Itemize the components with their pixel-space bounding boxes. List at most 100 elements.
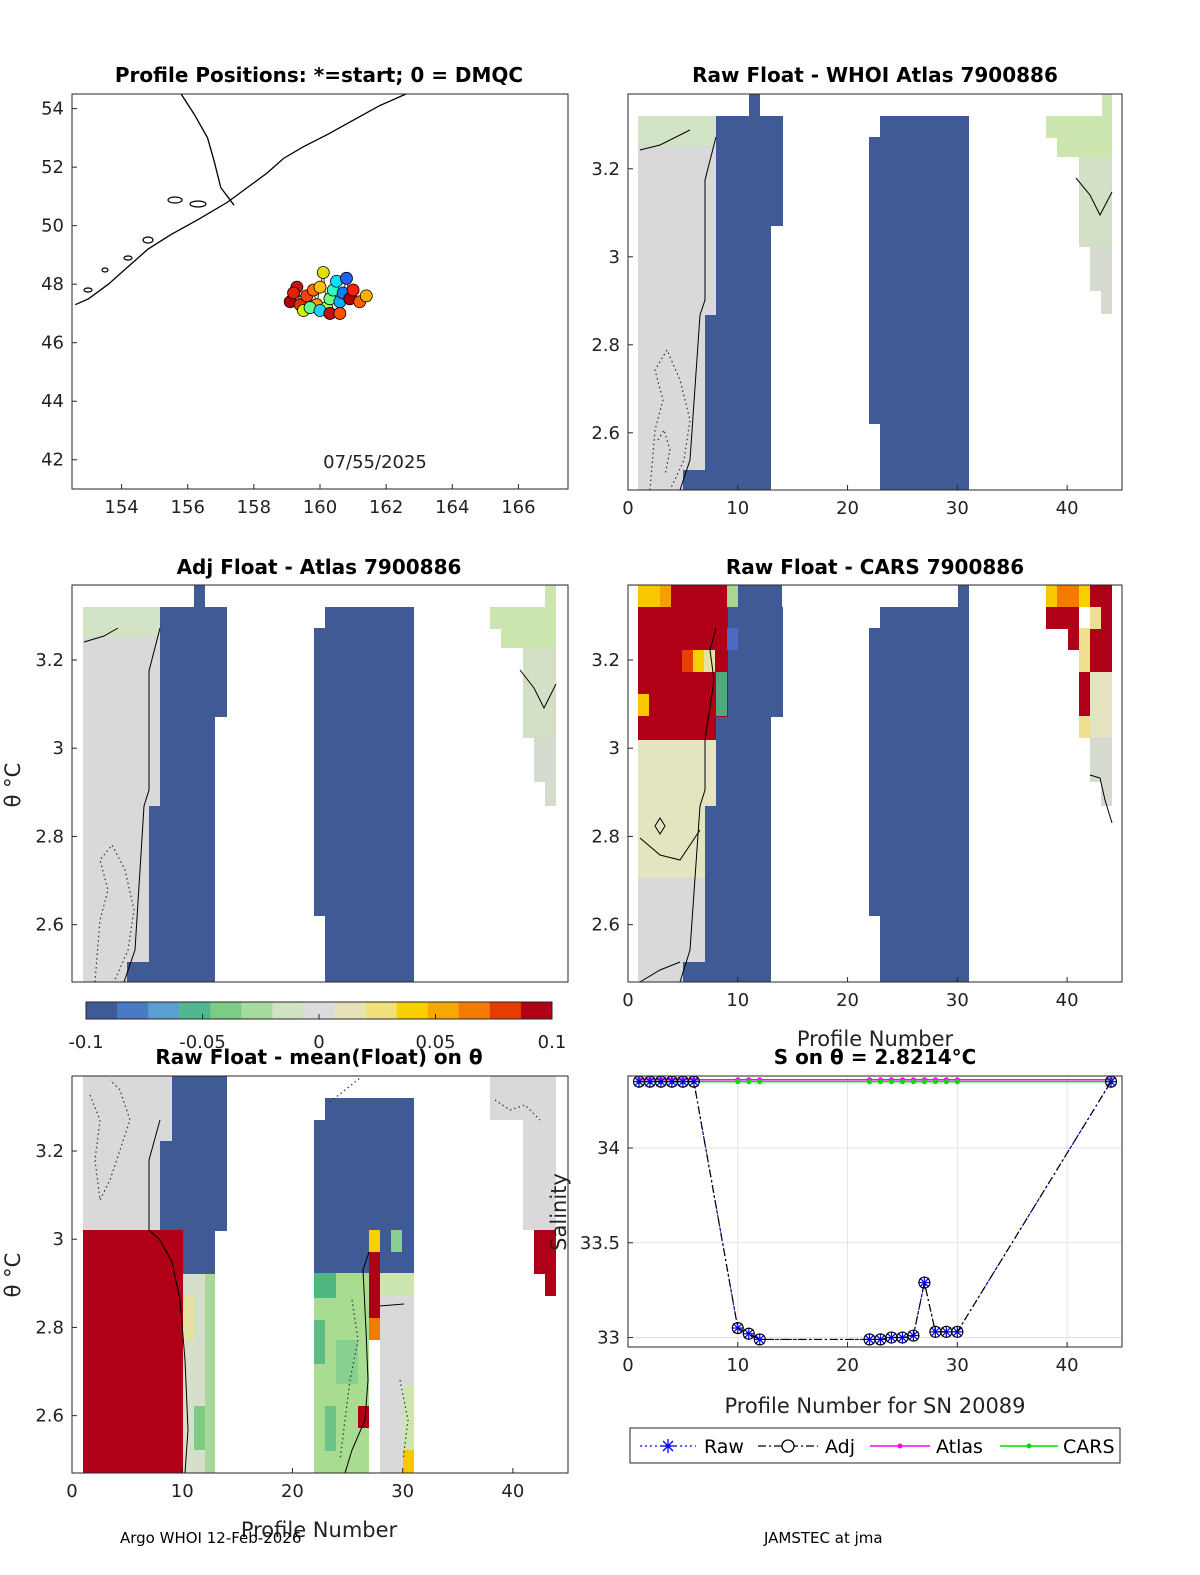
- footer-right: JAMSTEC at jma: [763, 1529, 883, 1547]
- heatmap-cell-yellow: [403, 1450, 414, 1473]
- y-tick-label: 3.2: [591, 650, 620, 671]
- heatmap-block-navy: [705, 315, 717, 490]
- adj-point: [918, 1276, 931, 1289]
- contour-line: [654, 817, 666, 835]
- heatmap-cell-green: [336, 1340, 358, 1384]
- cars-point: [921, 1079, 928, 1085]
- heatmap-block-navy: [194, 585, 205, 607]
- x-tick-label: 0: [622, 990, 633, 1011]
- heatmap-block-navy: [314, 1120, 326, 1274]
- adj-point: [951, 1325, 964, 1338]
- colorbar-cell: [334, 1002, 367, 1019]
- coastline: [75, 93, 407, 306]
- adj-axes-box: [71, 584, 569, 983]
- colorbar-cell: [365, 1002, 398, 1019]
- x-tick-label: 156: [171, 497, 205, 518]
- heatmap-cell-yellow: [638, 694, 649, 716]
- cars-heatmap: [638, 585, 1113, 983]
- y-tick-label: 42: [41, 450, 64, 471]
- y-tick-label: 3: [53, 738, 64, 759]
- colorbar-tick-label: 0: [313, 1032, 324, 1053]
- contour-line: [1089, 774, 1113, 824]
- series-line-adj: [638, 1081, 1112, 1341]
- heatmap-block-grey: [490, 1076, 556, 1120]
- heatmap-cell-green: [314, 1273, 336, 1298]
- contour-line: [519, 669, 557, 710]
- cars-point: [910, 1079, 917, 1085]
- legend-raw-label: Raw: [704, 1436, 744, 1458]
- cars-point: [735, 1079, 741, 1085]
- map-x-ticks: 154 156 158 160 162 164 166: [104, 484, 536, 518]
- heatmap-cell-yellow: [693, 650, 704, 672]
- x-tick-label: 164: [435, 497, 469, 518]
- shoreline: [180, 93, 235, 206]
- adj-point: [907, 1329, 920, 1342]
- circle-marker-icon: [781, 1439, 795, 1453]
- cars-point: [757, 1079, 763, 1085]
- x-tick-label: 20: [836, 1355, 859, 1376]
- contour-line: [639, 961, 681, 983]
- atlas-heatmap: [638, 94, 1113, 491]
- map-title: Profile Positions: *=start; 0 = DMQC: [115, 63, 523, 87]
- salinity-x-label: Profile Number for SN 20089: [724, 1394, 1025, 1418]
- adj-point: [753, 1333, 766, 1346]
- contour-dotted: [339, 1299, 359, 1461]
- contour-dotted: [94, 843, 135, 983]
- x-tick-label: 30: [946, 498, 969, 519]
- panel-salinity-on-theta: S on θ = 2.8214°C 0 10 20 30 40 33 33.5 34 Sal…: [547, 1045, 1123, 1464]
- mean-y-label: θ °C: [1, 1253, 25, 1298]
- heatmap-block-red: [1090, 585, 1112, 675]
- adj-point: [742, 1327, 755, 1340]
- x-tick-label: 10: [726, 990, 749, 1011]
- heatmap-cell-yellow: [1090, 607, 1101, 629]
- y-tick-label: 54: [41, 99, 64, 120]
- heatmap-block-navy: [738, 585, 782, 607]
- profile-marker: [333, 307, 347, 320]
- y-tick-label: 3: [53, 1229, 64, 1250]
- y-tick-label: 2.8: [35, 1317, 64, 1338]
- cars-point: [954, 1079, 960, 1085]
- cars-point: [877, 1079, 884, 1085]
- heatmap-block-lightgreen: [545, 585, 556, 607]
- x-tick-label: 30: [946, 1355, 969, 1376]
- colorbar-cell: [86, 1002, 118, 1019]
- cars-point: [888, 1079, 895, 1085]
- heatmap-cell-yellow: [1046, 585, 1057, 607]
- y-tick-label: 3.2: [591, 159, 620, 180]
- y-tick-label: 52: [41, 157, 64, 178]
- y-tick-label: 50: [41, 216, 64, 237]
- heatmap-block-grey: [1090, 246, 1112, 291]
- adj-y-label: θ °C: [1, 763, 25, 808]
- panel-raw-float-cars: Raw Float - CARS 7900886: [591, 555, 1123, 1051]
- mean-heatmap: [83, 1076, 556, 1474]
- colorbar-tick-label: 0.05: [415, 1032, 455, 1053]
- footer-left: Argo WHOI 12-Feb-2026: [120, 1529, 301, 1547]
- colorbar: -0.1 -0.05 0 0.05 0.1: [68, 1001, 566, 1053]
- cars-point: [932, 1079, 938, 1085]
- heatmap-block-grey: [523, 1120, 556, 1230]
- y-tick-label: 3.2: [35, 1141, 64, 1162]
- contour-dotted: [329, 1077, 361, 1103]
- heatmap-block-lightgreen: [1102, 94, 1112, 116]
- raw-point: [918, 1276, 931, 1289]
- x-tick-label: 40: [501, 1481, 524, 1502]
- contour-line: [148, 1119, 189, 1474]
- heatmap-cell-blue: [727, 628, 738, 650]
- colorbar-cell: [489, 1002, 522, 1019]
- atlas-x-ticks: 0 10 20 30 40: [622, 485, 1079, 519]
- colorbar-tick-label: -0.1: [68, 1032, 103, 1053]
- map-date-label: 07/55/2025: [323, 452, 427, 473]
- mean-axes-box: [71, 1075, 569, 1474]
- y-tick-label: 2.8: [591, 335, 620, 356]
- profile-marker: [346, 283, 360, 297]
- cars-x-label: Profile Number: [797, 1027, 954, 1051]
- island: [83, 287, 93, 293]
- y-tick-label: 2.6: [35, 1406, 64, 1427]
- heatmap-cell-yellow: [1079, 628, 1090, 672]
- contour-line: [379, 1303, 405, 1307]
- island: [189, 200, 207, 208]
- x-tick-label: 40: [1056, 990, 1079, 1011]
- heatmap-cell-orange: [1057, 585, 1079, 607]
- heatmap-block-green: [83, 607, 171, 637]
